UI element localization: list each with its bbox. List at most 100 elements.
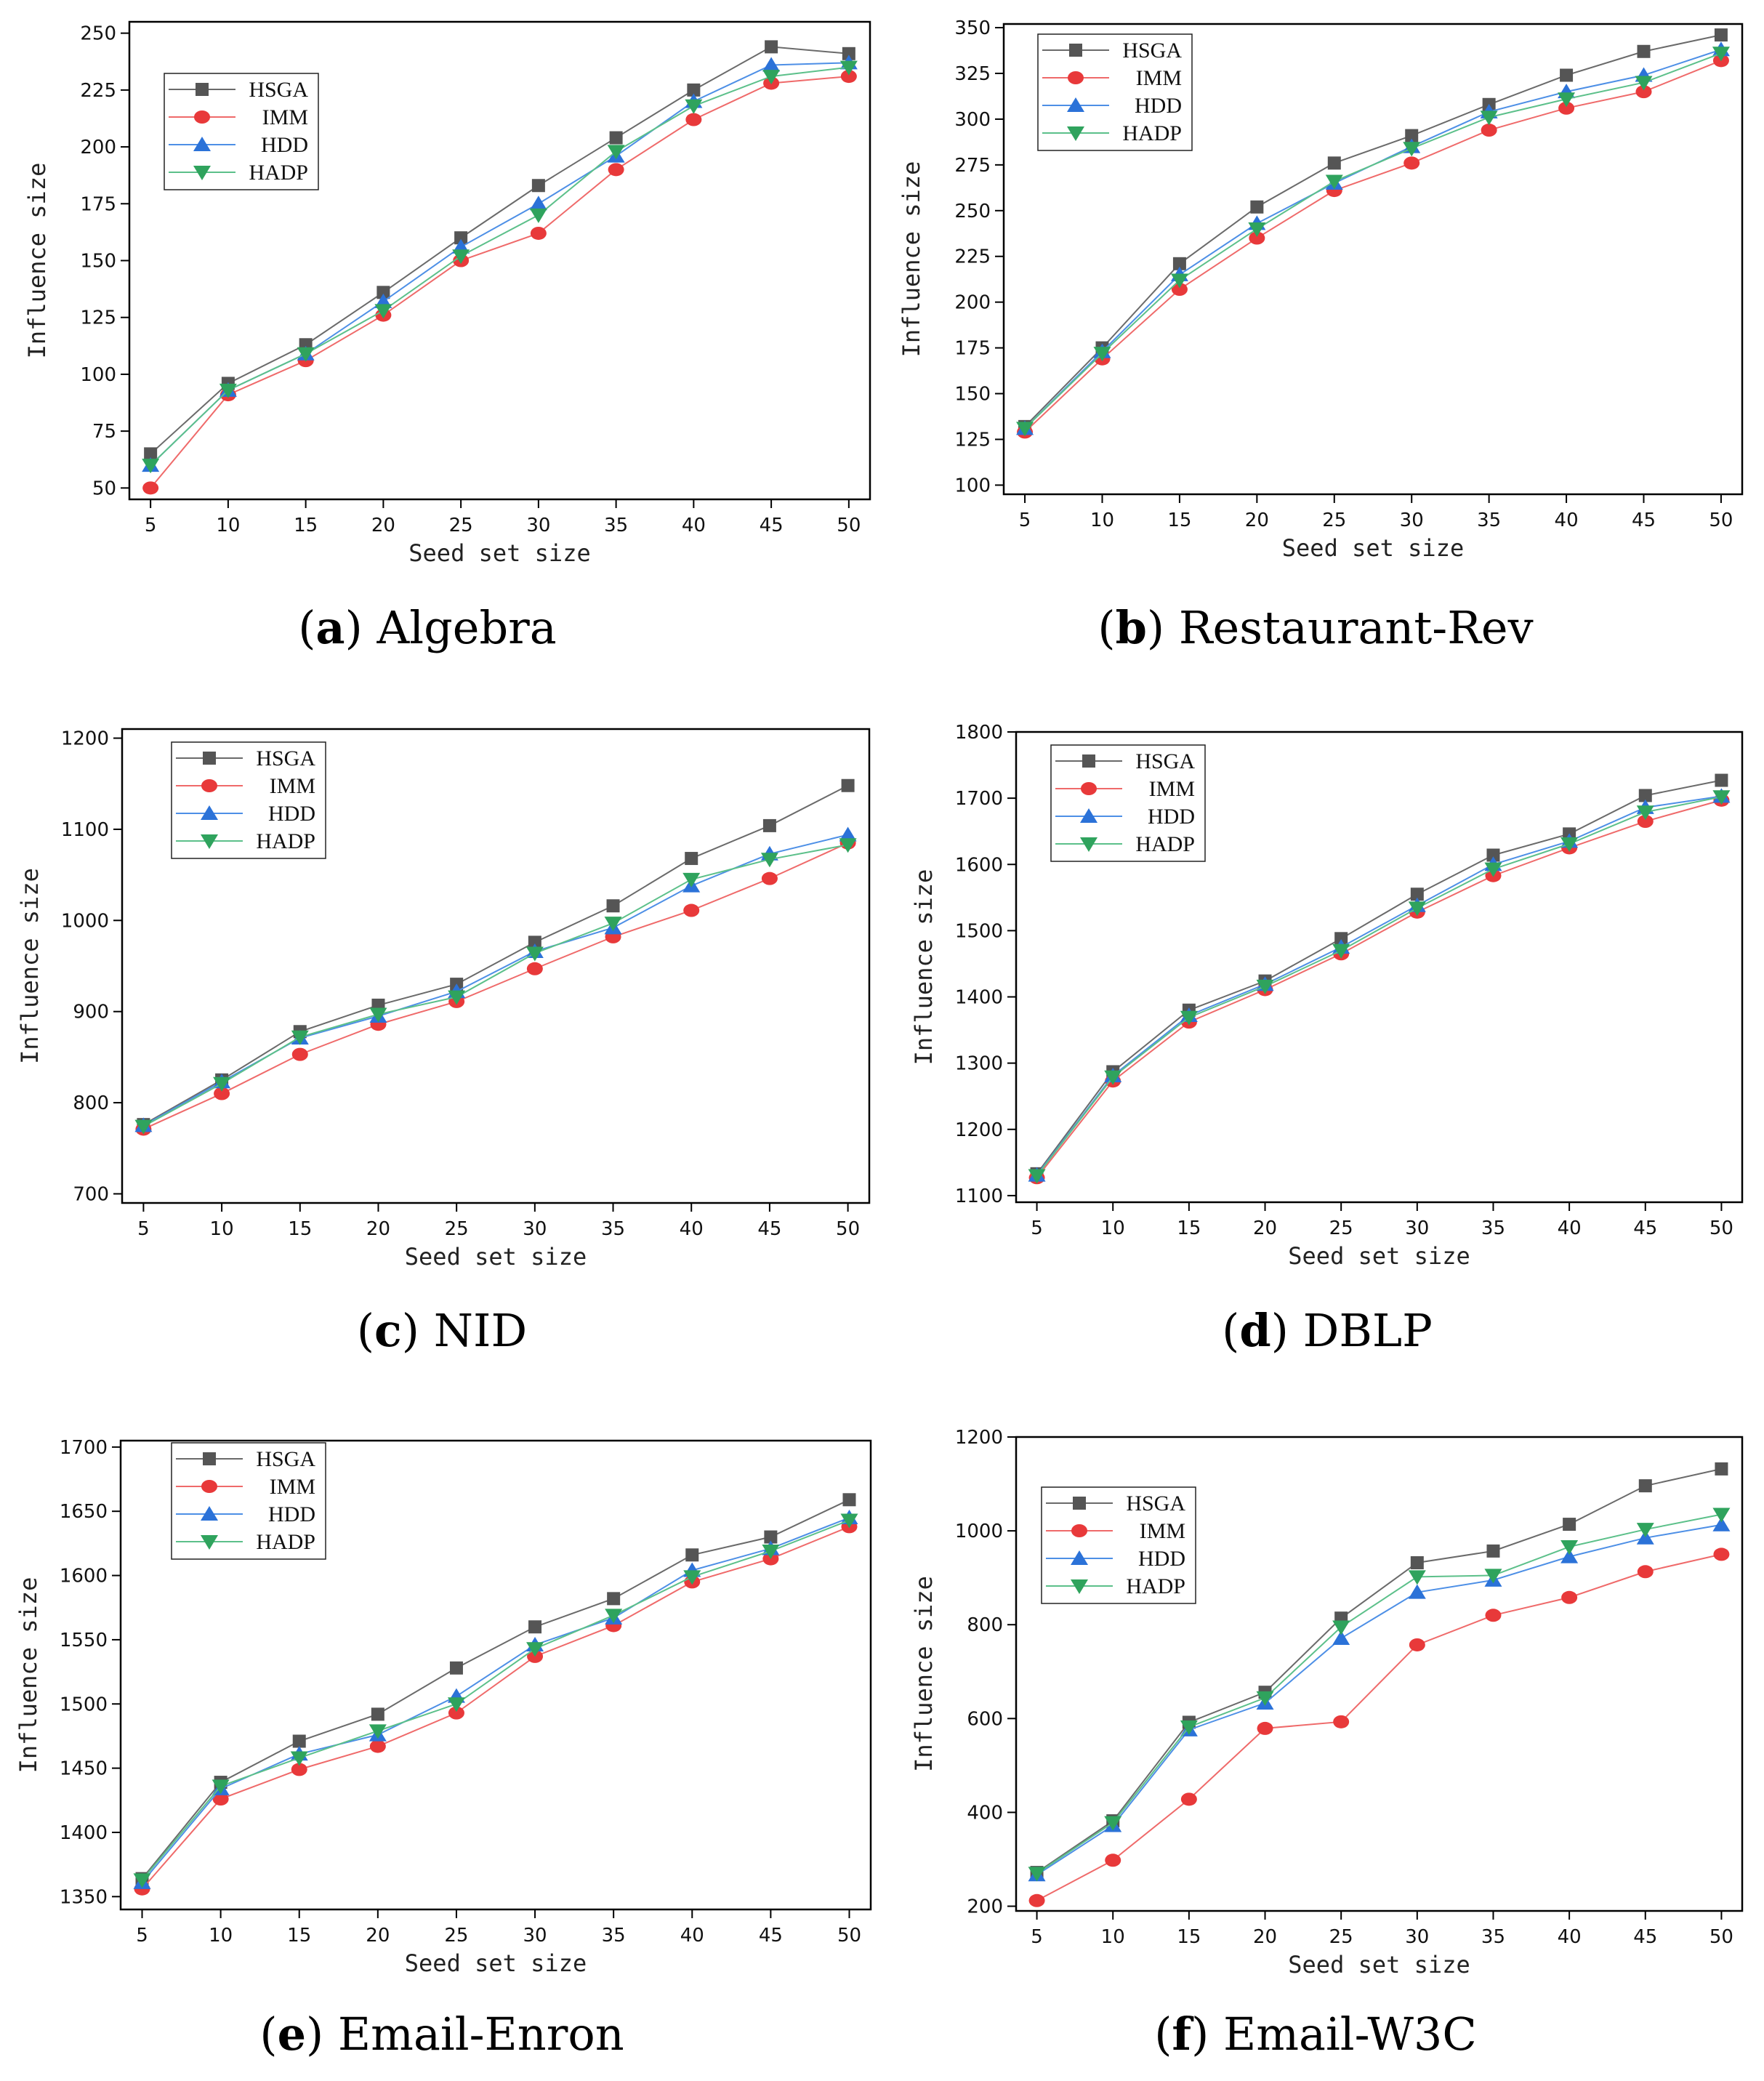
data-point bbox=[1636, 805, 1654, 821]
data-point bbox=[682, 872, 701, 887]
caption-open-paren: ( bbox=[1098, 601, 1115, 654]
legend-marker bbox=[1067, 126, 1084, 141]
data-point bbox=[1486, 1544, 1500, 1558]
data-point bbox=[531, 179, 545, 193]
legend-marker bbox=[201, 1535, 218, 1550]
data-point bbox=[1170, 273, 1188, 289]
x-tick-label: 5 bbox=[137, 1218, 150, 1240]
y-tick-label: 125 bbox=[954, 429, 991, 451]
data-point bbox=[1712, 1516, 1731, 1531]
x-tick-label: 30 bbox=[526, 515, 550, 536]
data-point bbox=[1560, 1540, 1579, 1555]
subfigure-caption: (b) Restaurant-Rev bbox=[1098, 601, 1533, 654]
x-tick-label: 50 bbox=[1709, 1217, 1733, 1239]
data-point bbox=[609, 131, 623, 145]
series-hadp bbox=[1016, 47, 1730, 437]
data-point bbox=[1105, 1853, 1121, 1867]
legend-item-hsga: HSGA bbox=[169, 78, 308, 102]
legend: HSGA IMM HDD HADP bbox=[1050, 744, 1206, 862]
series-line bbox=[1036, 1513, 1722, 1875]
data-point bbox=[687, 83, 701, 97]
data-point bbox=[1485, 1609, 1502, 1622]
caption-letter: c bbox=[374, 1304, 402, 1357]
y-tick-label: 300 bbox=[954, 109, 991, 131]
data-point bbox=[1637, 44, 1651, 58]
data-point bbox=[1715, 1462, 1728, 1476]
y-tick-label: 1800 bbox=[955, 722, 1003, 744]
data-point bbox=[1028, 1893, 1045, 1907]
y-tick-label: 350 bbox=[954, 17, 991, 39]
legend-marker bbox=[1071, 1550, 1088, 1565]
legend: HSGA IMM HDD HADP bbox=[164, 73, 319, 190]
series-hsga bbox=[1018, 28, 1728, 433]
y-tick-label: 1200 bbox=[61, 728, 109, 750]
legend-label: HSGA bbox=[1122, 39, 1182, 63]
data-point bbox=[1334, 932, 1348, 946]
data-point bbox=[374, 304, 392, 319]
x-axis-title: Seed set size bbox=[405, 1949, 587, 1977]
data-point bbox=[1638, 1479, 1652, 1493]
data-point bbox=[842, 47, 855, 60]
legend-label: HSGA bbox=[249, 78, 308, 102]
data-point bbox=[1093, 347, 1111, 362]
x-tick-label: 30 bbox=[523, 1925, 547, 1947]
data-point bbox=[764, 1530, 778, 1544]
legend-item-imm: IMM bbox=[169, 105, 308, 129]
y-tick-label: 1350 bbox=[60, 1886, 108, 1908]
x-tick-label: 45 bbox=[759, 1925, 783, 1947]
x-tick-label: 30 bbox=[1405, 1926, 1429, 1948]
x-axis-title: Seed set size bbox=[405, 1243, 587, 1271]
series-line bbox=[1036, 1523, 1722, 1876]
legend-item-hsga: HSGA bbox=[1046, 1492, 1185, 1516]
y-tick-label: 100 bbox=[954, 475, 991, 496]
y-tick-label: 275 bbox=[954, 155, 991, 177]
x-tick-label: 25 bbox=[444, 1925, 468, 1947]
y-tick-label: 800 bbox=[967, 1614, 1003, 1636]
data-point bbox=[528, 1620, 542, 1634]
data-point bbox=[291, 1047, 308, 1061]
x-tick-label: 50 bbox=[837, 515, 861, 536]
y-tick-label: 700 bbox=[73, 1183, 109, 1205]
series-line bbox=[142, 784, 849, 1126]
y-tick-label: 50 bbox=[92, 478, 116, 499]
data-point bbox=[1332, 1620, 1350, 1635]
x-tick-label: 35 bbox=[1477, 510, 1501, 531]
caption-name: Email-W3C bbox=[1223, 2008, 1477, 2061]
legend-label: HDD bbox=[1135, 94, 1182, 118]
y-tick-label: 200 bbox=[80, 137, 116, 158]
data-point bbox=[134, 1119, 153, 1135]
x-tick-label: 40 bbox=[682, 515, 706, 536]
x-axis-title: Seed set size bbox=[408, 539, 590, 567]
y-tick-label: 175 bbox=[80, 193, 116, 215]
legend-box bbox=[164, 73, 319, 190]
series-line bbox=[1036, 795, 1722, 1176]
data-point bbox=[212, 1792, 229, 1806]
legend-item-hadp: HADP bbox=[176, 829, 315, 853]
data-point bbox=[1172, 257, 1186, 270]
data-point bbox=[685, 1548, 699, 1562]
series-imm bbox=[1017, 54, 1729, 439]
y-tick-label: 600 bbox=[967, 1708, 1003, 1730]
data-point bbox=[762, 57, 781, 72]
subfigure-caption: (c) NID bbox=[357, 1304, 527, 1357]
y-tick-label: 200 bbox=[954, 292, 991, 314]
data-point bbox=[297, 347, 315, 362]
plot-frame bbox=[121, 728, 871, 1204]
y-tick-label: 1400 bbox=[60, 1822, 108, 1844]
data-point bbox=[1715, 773, 1728, 787]
data-point bbox=[608, 163, 624, 177]
caption-close-paren: ) bbox=[345, 601, 377, 654]
series-imm bbox=[1028, 1547, 1730, 1907]
y-tick-label: 125 bbox=[80, 307, 116, 329]
data-point bbox=[1714, 28, 1728, 42]
x-tick-label: 35 bbox=[604, 515, 628, 536]
x-tick-label: 35 bbox=[602, 1925, 626, 1947]
y-axis-title: Influence size bbox=[898, 161, 925, 358]
caption-letter: f bbox=[1172, 2008, 1193, 2061]
x-tick-label: 30 bbox=[523, 1218, 547, 1240]
data-point bbox=[292, 1734, 306, 1748]
legend-label: HADP bbox=[1122, 121, 1182, 145]
legend-label: HDD bbox=[1138, 1547, 1185, 1571]
y-tick-label: 1700 bbox=[60, 1437, 108, 1459]
